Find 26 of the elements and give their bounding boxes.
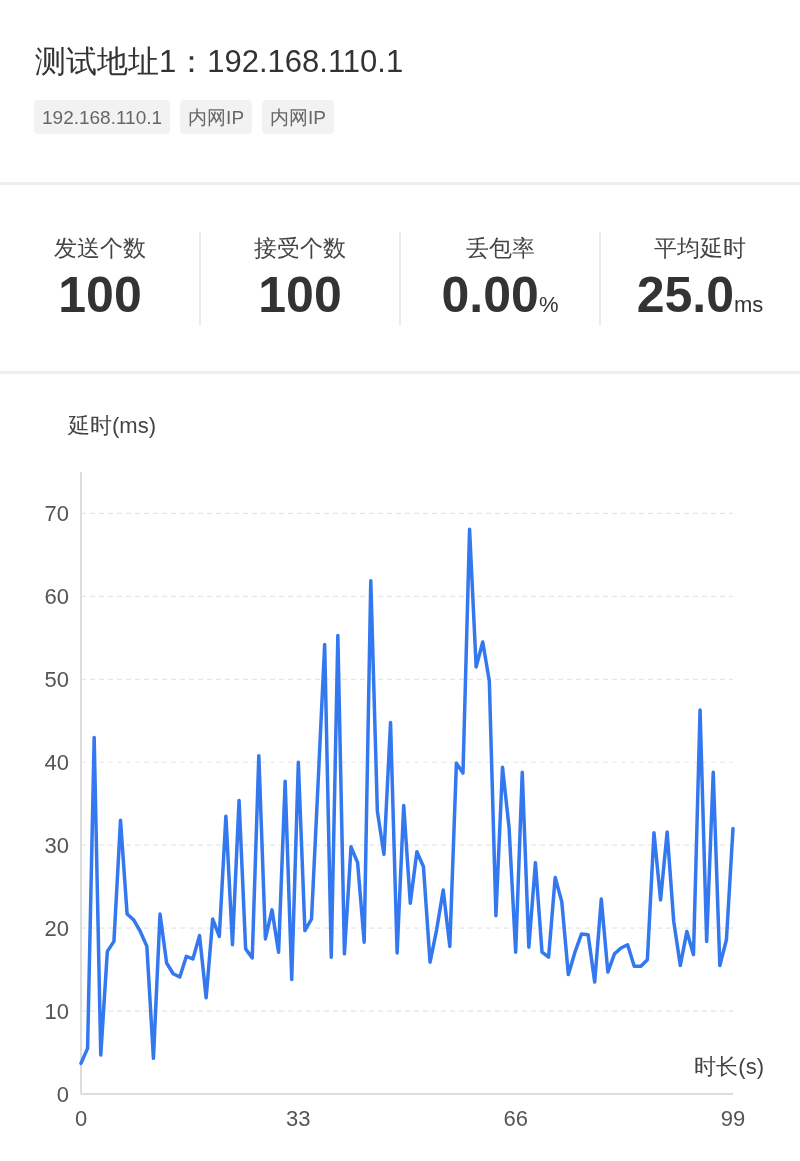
text: 100 [58, 267, 142, 323]
text: 内网IP [188, 107, 245, 128]
x-axis-title: 时长(s) [694, 1054, 764, 1079]
x-tick-label: 99 [720, 1106, 746, 1131]
text: 平均延时 [654, 235, 746, 261]
text: 接受个数 [254, 235, 346, 261]
y-tick-label: 40 [44, 750, 69, 776]
y-tick-label: 60 [44, 584, 69, 610]
y-tick-label: 30 [44, 833, 69, 859]
y-tick-label: 70 [44, 501, 69, 527]
y-tick-label: 20 [44, 916, 69, 942]
y-axis-title: 延时(ms) [67, 413, 156, 438]
x-tick-label: 33 [286, 1106, 311, 1131]
text: 192.168.110.1 [42, 107, 163, 128]
text: 25.0ms [636, 267, 764, 323]
text: 内网IP [270, 107, 327, 128]
y-tick-label: 10 [44, 999, 69, 1025]
x-tick-label: 0 [74, 1106, 88, 1131]
text: 100 [258, 267, 342, 323]
text: 发送个数 [54, 235, 146, 261]
x-tick-label: 66 [503, 1106, 528, 1131]
text: 测试地址1：192.168.110.1 [35, 44, 404, 79]
text: 0.00% [441, 267, 559, 323]
y-tick-label: 50 [44, 667, 69, 693]
text: 丢包率 [465, 235, 535, 261]
y-tick-label: 0 [56, 1082, 69, 1107]
